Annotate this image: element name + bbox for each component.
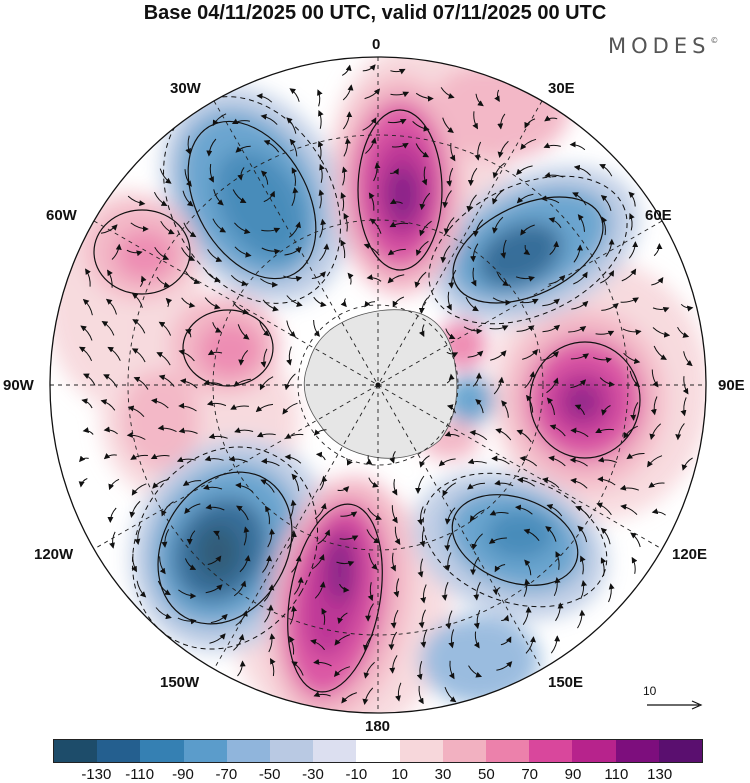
colorbar-swatch (227, 740, 270, 762)
lon-label-120w: 120W (34, 546, 73, 563)
lon-label-30w: 30W (170, 80, 201, 97)
lon-label-0: 0 (372, 36, 380, 53)
colorbar-swatch (486, 740, 529, 762)
colorbar-swatch (54, 740, 97, 762)
colorbar-swatch (184, 740, 227, 762)
south-pole-marker (376, 383, 381, 388)
colorbar-tick-label: -110 (125, 766, 154, 783)
colorbar-swatch (529, 740, 572, 762)
colorbar-tick-label: -50 (259, 766, 281, 783)
colorbar-tick-label: 90 (565, 766, 582, 783)
lon-label-60w: 60W (46, 207, 77, 224)
colorbar-tick-label: -30 (302, 766, 324, 783)
colorbar-swatch (443, 740, 486, 762)
lon-label-150w: 150W (160, 674, 199, 691)
lon-label-120e: 120E (672, 546, 707, 563)
reference-vector-label: 10 (643, 684, 656, 698)
colorbar-tick-label: 10 (391, 766, 408, 783)
colorbar-tick-label: 70 (521, 766, 538, 783)
colorbar-swatch (356, 740, 399, 762)
lon-label-60e: 60E (645, 207, 672, 224)
lon-label-30e: 30E (548, 80, 575, 97)
map-disk (40, 40, 720, 740)
colorbar-swatch (140, 740, 183, 762)
reference-vector-arrow (645, 698, 705, 712)
polar-map (0, 0, 750, 783)
colorbar-tick-label: 50 (478, 766, 495, 783)
lon-label-90e: 90E (718, 377, 745, 394)
colorbar-tick-label: 130 (647, 766, 672, 783)
colorbar-tick-label: 30 (435, 766, 452, 783)
lon-label-150e: 150E (548, 674, 583, 691)
colorbar-swatch (400, 740, 443, 762)
colorbar-swatch (659, 740, 702, 762)
colorbar-tick-label: -70 (215, 766, 237, 783)
colorbar-swatch (313, 740, 356, 762)
colorbar-swatch (572, 740, 615, 762)
colorbar-swatch (616, 740, 659, 762)
colorbar-tick-label: -130 (81, 766, 111, 783)
colorbar (53, 739, 703, 763)
colorbar-swatch (97, 740, 140, 762)
colorbar-tick-label: 110 (604, 766, 628, 783)
colorbar-tick-label: -90 (172, 766, 194, 783)
colorbar-swatch (270, 740, 313, 762)
lon-label-180: 180 (365, 718, 390, 735)
colorbar-tick-label: -10 (345, 766, 367, 783)
lon-label-90w: 90W (3, 377, 34, 394)
